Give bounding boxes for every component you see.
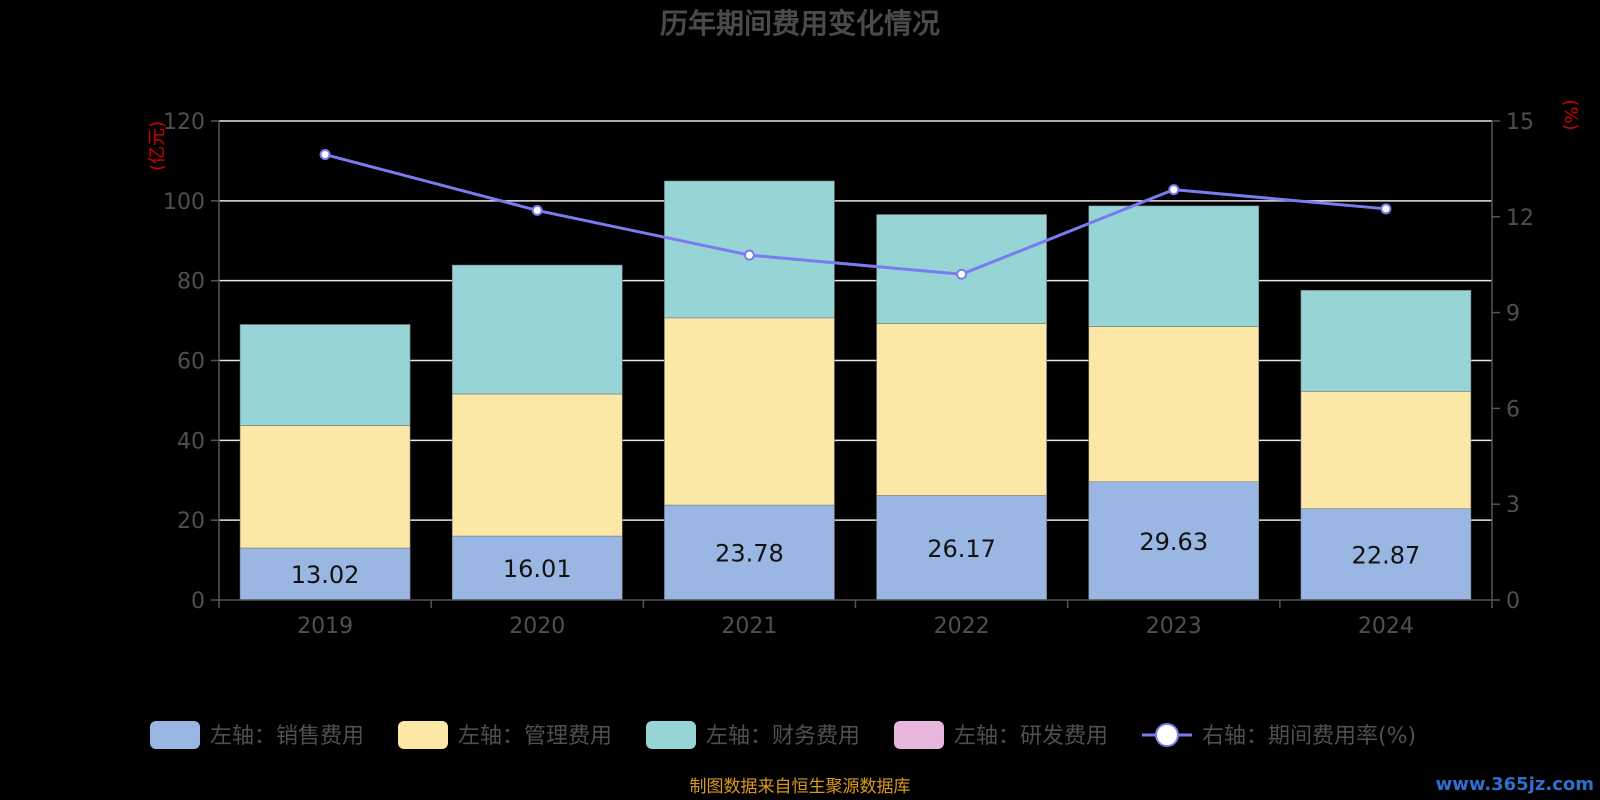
rate-point — [956, 268, 968, 280]
rate-point — [531, 204, 543, 216]
legend: 左轴：销售费用 左轴：管理费用 左轴：财务费用 左轴：研发费用 右轴：期间费用率(%) — [150, 721, 1416, 749]
legend-swatch — [398, 721, 448, 749]
left-tick-label: 40 — [177, 429, 205, 454]
rate-point — [1380, 203, 1392, 215]
x-tick-label: 2020 — [509, 614, 565, 639]
bar-segment — [876, 323, 1047, 496]
legend-label: 右轴：期间费用率(%) — [1202, 724, 1416, 749]
bar-value-label: 29.63 — [1139, 528, 1208, 556]
bar-segment — [239, 425, 411, 549]
bar-segment — [1088, 481, 1260, 601]
legend-label: 左轴：管理费用 — [458, 724, 612, 749]
legend-line-marker — [1155, 723, 1179, 747]
bar-segment — [1300, 508, 1472, 601]
bar-segment — [239, 324, 411, 426]
x-tick-label: 2022 — [934, 614, 990, 639]
legend-swatch — [894, 721, 944, 749]
bar-value-label: 13.02 — [291, 561, 360, 589]
bar-value-label: 16.01 — [503, 555, 572, 583]
left-tick-label: 60 — [177, 350, 205, 375]
chart-title: 历年期间费用变化情况 — [660, 7, 940, 40]
left-tick-label: 120 — [163, 110, 205, 135]
rate-point — [743, 249, 755, 261]
left-tick-label: 100 — [163, 190, 205, 215]
x-tick-label: 2023 — [1146, 614, 1202, 639]
bar-segment — [664, 317, 835, 506]
right-tick-label: 6 — [1506, 397, 1520, 422]
rate-polyline — [324, 153, 1387, 276]
bar-segment — [451, 264, 623, 395]
watermark: www.365jz.com — [1436, 774, 1594, 795]
legend-swatch — [646, 721, 696, 749]
x-tick-label: 2019 — [297, 614, 353, 639]
legend-label: 左轴：财务费用 — [706, 724, 860, 749]
rate-point — [1168, 184, 1180, 196]
left-tick-label: 0 — [191, 589, 205, 614]
right-tick-label: 9 — [1506, 302, 1520, 327]
bar-segment — [451, 393, 623, 537]
right-tick-label: 12 — [1506, 206, 1534, 231]
bar-segment — [664, 180, 835, 319]
bar-segment — [1088, 326, 1260, 483]
x-tick-label: 2021 — [721, 614, 777, 639]
bar-segment — [1300, 391, 1472, 510]
left-axis-unit: (亿元) — [147, 121, 168, 171]
right-tick-label: 0 — [1506, 589, 1520, 614]
bars — [239, 180, 1472, 601]
legend-swatch — [150, 721, 200, 749]
bar-value-label: 26.17 — [927, 535, 996, 563]
bar-segment — [1088, 205, 1260, 327]
rate-point — [319, 149, 331, 161]
bar-labels: 13.02 16.01 23.78 26.17 29.63 22.87 — [291, 528, 1421, 589]
legend-label: 左轴：销售费用 — [210, 724, 364, 749]
bar-segment — [451, 535, 623, 601]
bar-value-label: 22.87 — [1352, 541, 1421, 569]
grid-lines — [219, 120, 1492, 521]
left-tick-label: 20 — [177, 509, 205, 534]
bar-value-label: 23.78 — [715, 540, 784, 568]
legend-label: 左轴：研发费用 — [954, 724, 1108, 749]
left-tick-label: 80 — [177, 270, 205, 295]
right-tick-label: 15 — [1506, 110, 1534, 135]
x-tick-label: 2024 — [1358, 614, 1414, 639]
rate-line — [319, 149, 1392, 280]
right-tick-label: 3 — [1506, 493, 1520, 518]
bar-segment — [1300, 290, 1472, 392]
source-note: 制图数据来自恒生聚源数据库 — [690, 777, 911, 797]
right-axis-unit: (%) — [1560, 99, 1581, 130]
axes: 0 20 40 60 80 100 120 0 3 6 9 12 15 2019 2020 2021 2022 2… — [163, 110, 1534, 639]
bar-segment — [664, 504, 835, 601]
